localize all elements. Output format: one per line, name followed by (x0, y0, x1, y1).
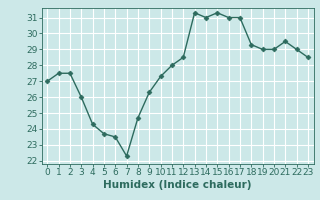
X-axis label: Humidex (Indice chaleur): Humidex (Indice chaleur) (103, 180, 252, 190)
